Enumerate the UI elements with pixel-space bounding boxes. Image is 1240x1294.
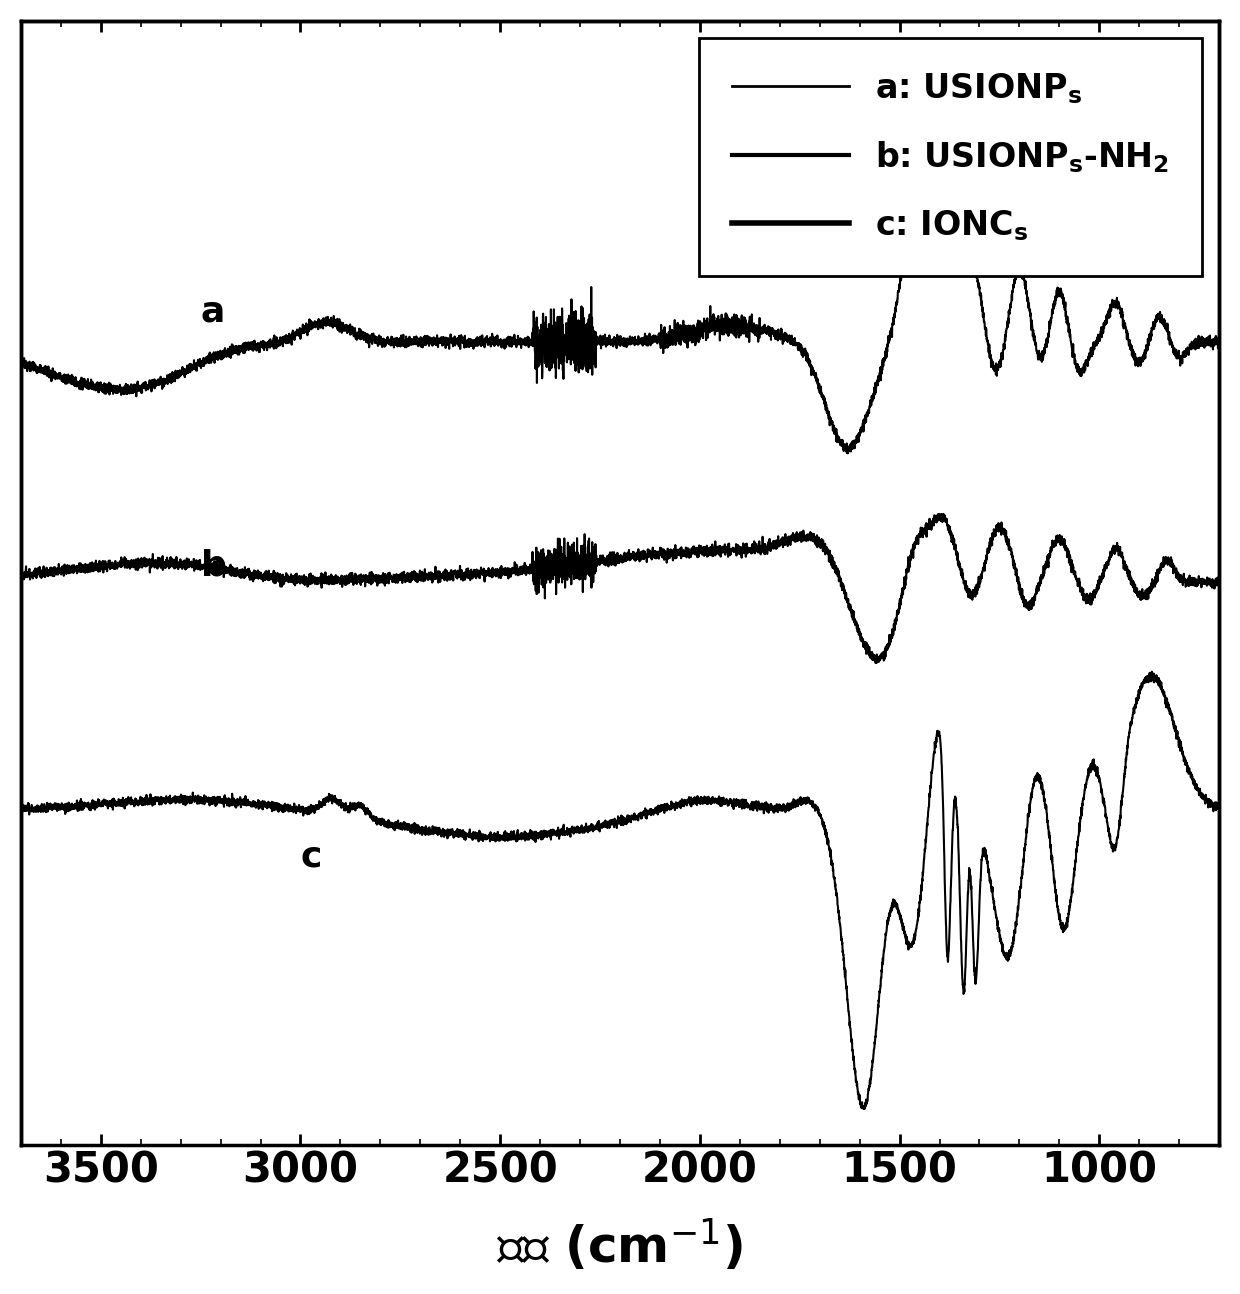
Text: b: b bbox=[201, 549, 227, 582]
X-axis label: 波数 (cm$^{-1}$): 波数 (cm$^{-1}$) bbox=[496, 1216, 744, 1273]
Text: c: c bbox=[300, 840, 322, 873]
Text: a: a bbox=[201, 295, 224, 329]
Legend: a: USIONP$_\mathregular{s}$, b: USIONP$_\mathregular{s}$-NH$_\mathregular{2}$, c: a: USIONP$_\mathregular{s}$, b: USIONP$_… bbox=[698, 38, 1203, 276]
